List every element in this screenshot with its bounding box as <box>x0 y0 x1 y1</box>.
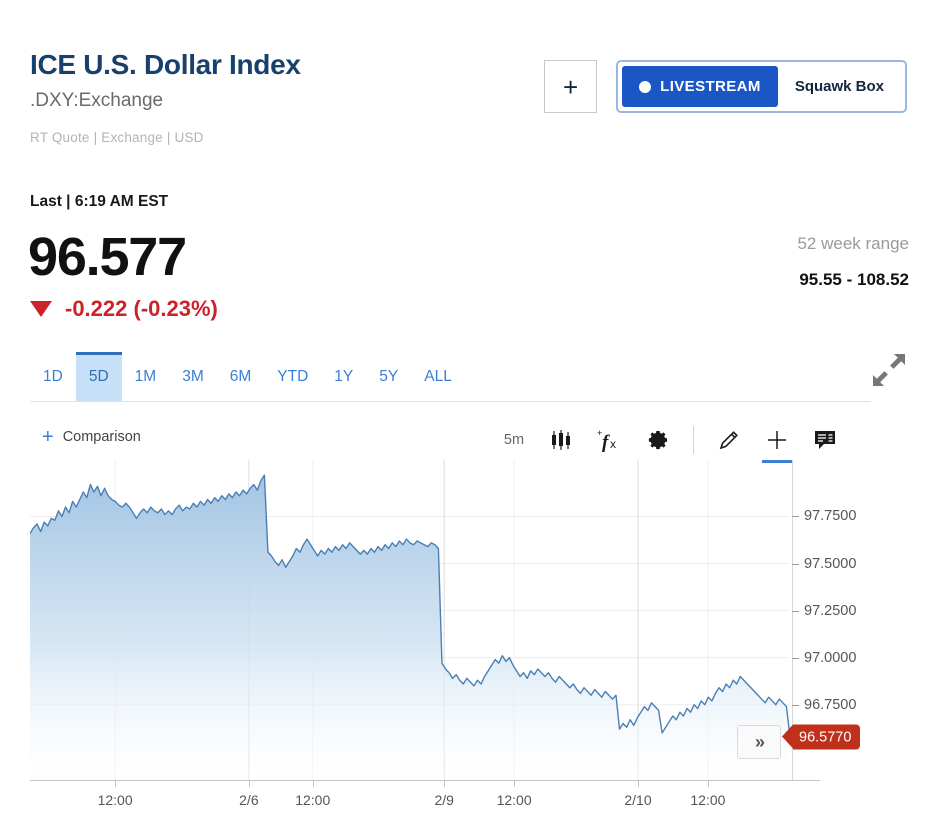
svg-text:f: f <box>602 432 610 453</box>
candlestick-icon <box>552 430 570 450</box>
52-week-range-value: 95.55 - 108.52 <box>799 270 909 289</box>
y-tick-mark <box>792 704 799 706</box>
y-tick-mark <box>792 516 799 518</box>
price-change: -0.222 (-0.23%) <box>30 296 218 322</box>
tab-5y[interactable]: 5Y <box>366 352 411 401</box>
squawk-box-label: Squawk Box <box>794 78 884 95</box>
draw-button[interactable] <box>705 421 753 459</box>
ticker-symbol: .DXY:Exchange <box>30 90 164 111</box>
livestream-label: LIVESTREAM <box>660 78 761 95</box>
tab-label: 5Y <box>379 367 399 385</box>
add-comparison-button[interactable]: + Comparison <box>42 427 141 447</box>
x-axis-label: 12:00 <box>295 792 331 808</box>
x-axis-label: 12:00 <box>496 792 532 808</box>
x-tick-mark <box>248 781 250 787</box>
svg-text:+: + <box>597 428 602 438</box>
y-axis-label: 97.5000 <box>804 555 857 572</box>
chart-tools: 5m + f x <box>490 421 849 463</box>
tab-label: 3M <box>182 367 204 385</box>
live-dot-icon <box>639 80 652 93</box>
x-tick-mark <box>707 781 709 787</box>
crosshair-button[interactable] <box>753 421 801 463</box>
scroll-forward-button[interactable]: » <box>737 725 781 759</box>
annotations-button[interactable] <box>801 421 849 459</box>
52-week-range: 52 week range 95.55 - 108.52 <box>797 234 909 290</box>
x-tick-mark <box>115 781 117 787</box>
expand-icon[interactable] <box>867 348 911 388</box>
livestream-banner[interactable]: LIVESTREAM Squawk Box <box>616 60 907 113</box>
y-tick-mark <box>792 563 799 565</box>
chart-type-button[interactable] <box>538 421 586 459</box>
fx-icon: + f x <box>597 428 616 453</box>
x-tick-mark <box>312 781 314 787</box>
tab-all[interactable]: ALL <box>411 352 465 401</box>
y-axis: 97.7500 97.5000 97.2500 97.0000 96.7500 96.57… <box>781 460 871 780</box>
plus-icon: + <box>563 71 579 102</box>
last-price: 96.577 <box>28 227 187 287</box>
tab-3m[interactable]: 3M <box>169 352 217 401</box>
current-price-flag: 96.5770 <box>781 724 861 750</box>
price-change-value: -0.222 (-0.23%) <box>65 296 218 321</box>
plus-icon: + <box>42 426 54 448</box>
tab-label: YTD <box>277 367 309 385</box>
chart-toolbar: + Comparison 5m + f <box>30 415 871 463</box>
x-tick-mark <box>514 781 516 787</box>
x-axis-label: 2/6 <box>239 792 259 808</box>
chart-line <box>30 474 790 738</box>
x-tick-mark <box>444 781 446 787</box>
note-icon <box>815 431 835 449</box>
tab-label: ALL <box>424 367 452 385</box>
header-actions: + LIVESTREAM Squawk Box <box>544 60 907 113</box>
tab-6m[interactable]: 6M <box>217 352 265 401</box>
y-axis-line <box>792 460 793 780</box>
interval-label: 5m <box>503 432 525 448</box>
tab-label: 1Y <box>334 367 354 385</box>
timeframe-tabs: 1D 5D 1M 3M 6M YTD 1Y 5Y ALL <box>30 352 871 402</box>
tab-label: 5D <box>88 367 109 385</box>
chart-plot[interactable]: » <box>30 460 790 780</box>
x-axis-label: 2/9 <box>434 792 454 808</box>
y-axis-label: 97.7500 <box>804 508 857 525</box>
chart-canvas <box>30 460 790 780</box>
x-axis: 12:00 2/6 12:00 2/9 12:00 2/10 12:00 <box>30 780 820 813</box>
x-axis-line <box>30 780 820 781</box>
price-chart: » 97.7500 97.5000 97.2500 97.0000 96.7500 96.… <box>30 460 871 813</box>
tab-5d[interactable]: 5D <box>75 352 122 401</box>
interval-selector[interactable]: 5m <box>490 421 538 459</box>
quote-meta: RT Quote | Exchange | USD <box>30 130 204 145</box>
page-title: ICE U.S. Dollar Index <box>30 49 301 80</box>
52-week-range-label: 52 week range <box>797 234 909 253</box>
chart-area-fill <box>30 475 790 780</box>
tab-ytd[interactable]: YTD <box>264 352 321 401</box>
tab-1d[interactable]: 1D <box>30 352 76 401</box>
x-axis-label: 12:00 <box>690 792 726 808</box>
tab-1y[interactable]: 1Y <box>321 352 366 401</box>
last-trade-time: Last | 6:19 AM EST <box>30 193 169 210</box>
tab-label: 1D <box>43 367 63 385</box>
svg-text:x: x <box>610 437 616 451</box>
comparison-label: Comparison <box>62 429 141 445</box>
quote-header: ICE U.S. Dollar Index .DXY:Exchange RT Q… <box>30 48 907 168</box>
toolbar-divider <box>693 426 694 454</box>
x-axis-label: 12:00 <box>97 792 133 808</box>
y-tick-mark <box>792 610 799 612</box>
add-to-watchlist-button[interactable]: + <box>544 60 598 113</box>
livestream-button[interactable]: LIVESTREAM <box>622 66 778 107</box>
pencil-icon <box>719 431 738 450</box>
y-axis-label: 97.2500 <box>804 602 857 619</box>
tab-label: 6M <box>229 367 252 385</box>
x-axis-label: 2/10 <box>624 792 652 808</box>
y-axis-label: 97.0000 <box>804 649 857 666</box>
y-tick-mark <box>792 657 799 659</box>
x-tick-mark <box>638 781 639 787</box>
crosshair-icon <box>768 431 786 449</box>
triangle-down-icon <box>30 301 52 317</box>
chart-settings-button[interactable] <box>634 421 682 459</box>
tab-1m[interactable]: 1M <box>122 352 170 401</box>
tab-label: 1M <box>134 367 157 385</box>
gear-icon <box>648 431 668 450</box>
y-axis-label: 96.7500 <box>804 696 857 713</box>
indicators-button[interactable]: + f x <box>586 421 634 459</box>
